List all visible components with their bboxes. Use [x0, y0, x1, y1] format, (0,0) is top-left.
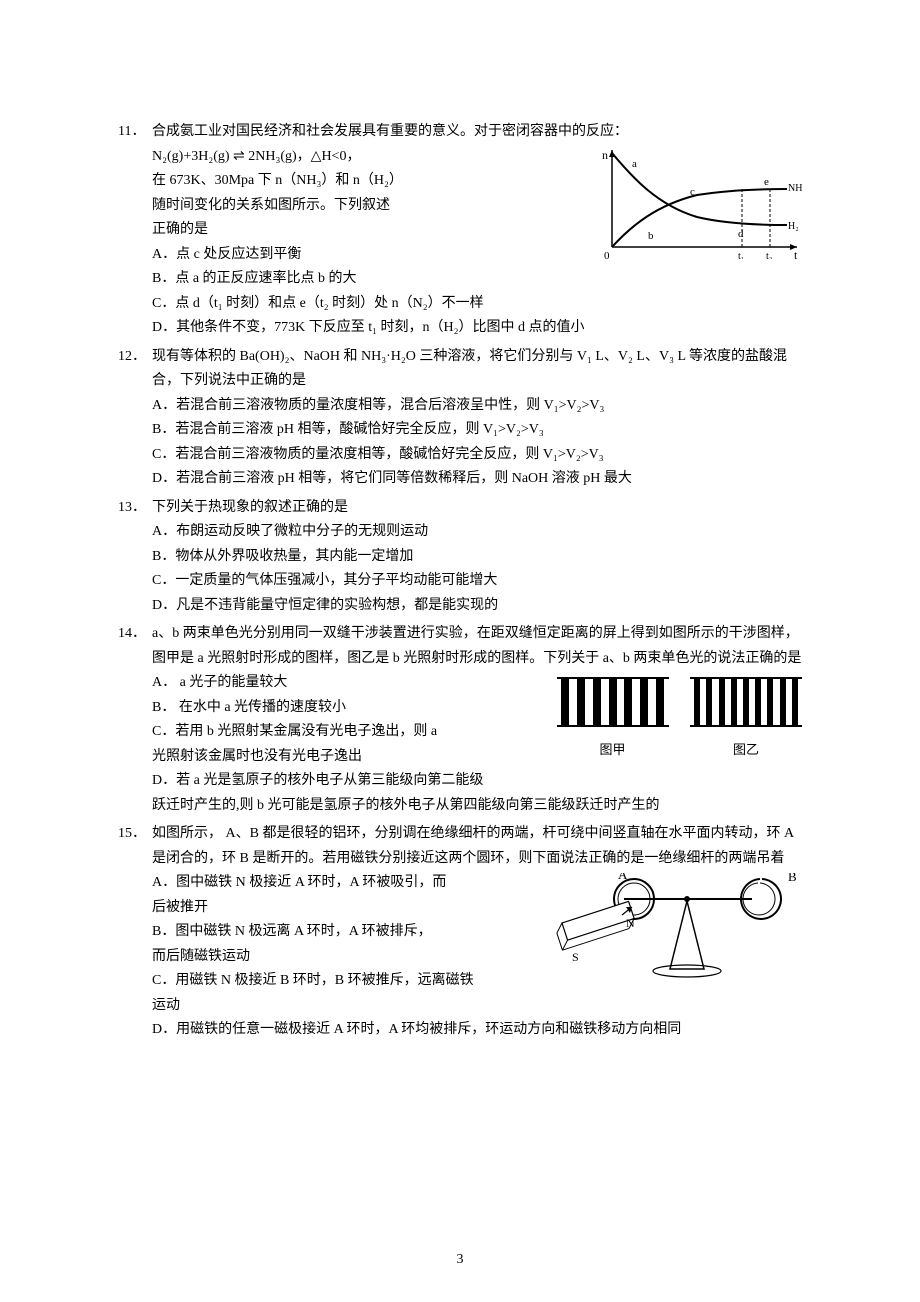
q11-ylabel: n	[602, 148, 608, 162]
q15-number: 15．	[118, 822, 152, 847]
q13-opt-c: C．一定质量的气体压强减小，其分子平均动能可能增大	[118, 569, 802, 594]
q15-stem: 如图所示， A、B 都是很轻的铝环，分别调在绝缘细杆的两端，杆可绕中间竖直轴在水…	[152, 822, 802, 871]
question-15: 15． 如图所示， A、B 都是很轻的铝环，分别调在绝缘细杆的两端，杆可绕中间竖…	[118, 822, 802, 1043]
q14-number: 14．	[118, 622, 152, 647]
q15-opt-c2: 运动	[118, 994, 802, 1019]
q11-t1: t₁	[738, 251, 744, 259]
page-number: 3	[0, 1248, 920, 1273]
page: 11． 合成氨工业对国民经济和社会发展具有重要的意义。对于密闭容器中的反应： n…	[0, 0, 920, 1302]
q15-figure: A B N S	[552, 873, 802, 993]
q13-opt-d: D．凡是不违背能量守恒定律的实验构想，都是能实现的	[118, 594, 802, 619]
q15-label-N: N	[626, 916, 635, 930]
q11-xlabel: t	[794, 248, 798, 259]
q12-opt-d: D．若混合前三溶液 pH 相等，将它们同等倍数稀释后，则 NaOH 溶液 pH …	[118, 467, 802, 492]
q11-pt-e: e	[764, 176, 769, 188]
question-12: 12． 现有等体积的 Ba(OH)₂、NaOH 和 NH₃·H₂O 三种溶液，将…	[118, 345, 802, 492]
q11-opt-c: C．点 d（t₁ 时刻）和点 e（t₂ 时刻）处 n（N₂）不一样	[118, 292, 802, 317]
q11-pt-c: c	[690, 186, 695, 198]
q14-fringe-b	[690, 677, 802, 727]
q15-opt-d: D．用磁铁的任意一磁极接近 A 环时，A 环均被排斥，环运动方向和磁铁移动方向相…	[118, 1018, 802, 1043]
q11-h2-label: H₂	[788, 221, 799, 232]
q13-number: 13．	[118, 496, 152, 521]
q15-label-S: S	[572, 950, 579, 964]
q13-opt-b: B．物体从外界吸收热量，其内能一定增加	[118, 545, 802, 570]
q15-label-B: B	[788, 873, 797, 884]
question-13: 13． 下列关于热现象的叙述正确的是 A．布朗运动反映了微粒中分子的无规则运动 …	[118, 496, 802, 619]
q12-opt-a: A．若混合前三溶液物质的量浓度相等，混合后溶液呈中性，则 V₁>V₂>V₃	[118, 394, 802, 419]
q11-chart: n t NH₃ H₂ a b c d e t₁ t₂ 0	[602, 147, 802, 269]
q14-fringe-a	[557, 677, 669, 727]
q13-stem: 下列关于热现象的叙述正确的是	[152, 496, 802, 521]
q15-label-A: A	[618, 873, 628, 882]
q14-figures: 图甲 图乙	[557, 677, 803, 763]
q14-cap-a: 图甲	[557, 739, 669, 762]
q14-opt-d2: 跃迁时产生的,则 b 光可能是氢原子的核外电子从第四能级向第三能级跃迁时产生的	[118, 794, 802, 819]
q12-opt-b: B．若混合前三溶液 pH 相等，酸碱恰好完全反应，则 V₁>V₂>V₃	[118, 418, 802, 443]
q11-t2: t₂	[766, 251, 772, 259]
q11-pt-b: b	[648, 230, 654, 242]
q12-stem: 现有等体积的 Ba(OH)₂、NaOH 和 NH₃·H₂O 三种溶液，将它们分别…	[152, 345, 802, 394]
q14-opt-d1: D．若 a 光是氢原子的核外电子从第三能级向第二能级	[118, 769, 802, 794]
q12-opt-c: C．若混合前三溶液物质的量浓度相等，酸碱恰好完全反应，则 V₁>V₂>V₃	[118, 443, 802, 468]
q11-opt-d: D．其他条件不变，773K 下反应至 t₁ 时刻，n（H₂）比图中 d 点的值小	[118, 316, 802, 341]
q11-zero: 0	[604, 250, 610, 259]
q11-pt-d: d	[738, 228, 744, 240]
q11-number: 11．	[118, 120, 152, 145]
question-11: 11． 合成氨工业对国民经济和社会发展具有重要的意义。对于密闭容器中的反应： n…	[118, 120, 802, 341]
q11-opt-b: B．点 a 的正反应速率比点 b 的大	[118, 267, 802, 292]
q12-number: 12．	[118, 345, 152, 370]
q11-nh3-label: NH₃	[788, 183, 802, 194]
q14-cap-b: 图乙	[690, 739, 802, 762]
question-14: 14． a、b 两束单色光分别用同一双缝干涉装置进行实验，在距双缝恒定距离的屏上…	[118, 622, 802, 818]
q13-opt-a: A．布朗运动反映了微粒中分子的无规则运动	[118, 520, 802, 545]
q14-stem: a、b 两束单色光分别用同一双缝干涉装置进行实验，在距双缝恒定距离的屏上得到如图…	[152, 622, 802, 671]
q11-stem: 合成氨工业对国民经济和社会发展具有重要的意义。对于密闭容器中的反应：	[152, 120, 802, 145]
q11-pt-a: a	[632, 158, 637, 170]
